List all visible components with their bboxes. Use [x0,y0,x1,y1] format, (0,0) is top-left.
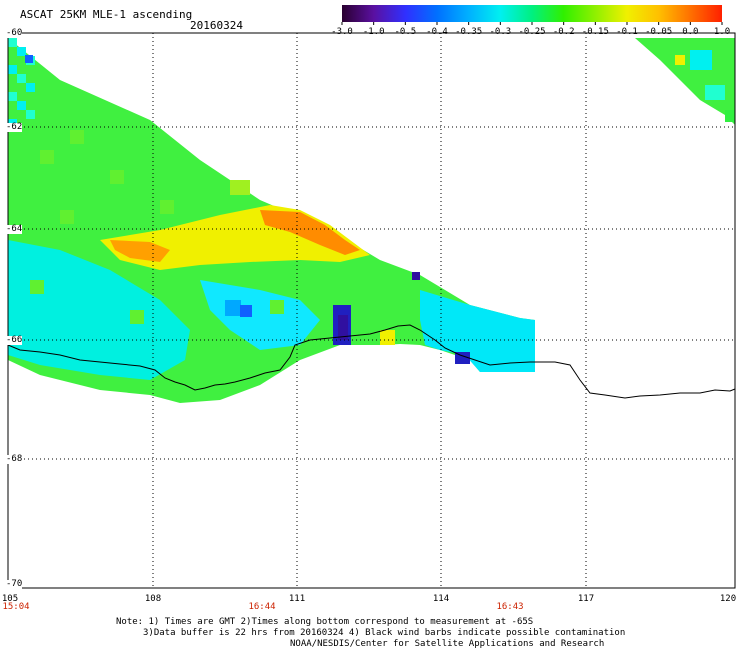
product-date: 20160324 [190,19,243,32]
lat-label-70: -70 [6,579,23,589]
lat-label-64: -64 [6,224,23,234]
swath-cell [30,280,44,294]
colorbar-label: -3.0 [331,27,353,37]
swath-cyan-mid [200,280,320,350]
swath-cell [110,170,124,184]
colorbar-label: -0.05 [645,27,673,37]
lon-label-108: 108 [144,594,162,604]
swath-cell [8,65,17,74]
map-frame [7,32,736,589]
lon-label-105: 105 [1,594,19,604]
time-label-1643: 16:43 [496,602,524,612]
swath-cell [17,74,26,83]
note-line-1: Note: 1) Times are GMT 2)Times along bot… [116,617,534,627]
swath-cell [380,330,395,345]
colorbar-label: 1.0 [713,27,731,37]
swath-cell [8,92,17,101]
colorbar-label: -1.0 [362,27,385,37]
data-swath [8,38,735,403]
swath-cyan-west [8,240,190,380]
note-line-2: 3)Data buffer is 22 hrs from 20160324 4)… [143,628,626,638]
time-label-1644: 16:44 [248,602,276,612]
product-title: ASCAT 25KM MLE-1 ascending [20,8,193,21]
swath-cell [225,300,241,316]
swath-cell [130,310,144,324]
lon-label-114: 114 [432,594,450,604]
swath-corner [635,38,735,125]
swath-cell [725,110,735,122]
colorbar-label: -0.25 [518,27,546,37]
time-label-1504: 15:04 [2,602,30,612]
swath-cell [40,150,54,164]
lat-label-68: -68 [6,454,23,464]
swath-cell [60,210,74,224]
swath-cell [17,101,26,110]
swath-orange-east [260,210,360,255]
colorbar-label: -0.4 [426,27,448,37]
swath-cell [338,315,348,340]
colorbar-label: -0.2 [552,27,575,37]
colorbar [341,5,723,25]
colorbar-label: 0.0 [682,27,699,37]
lat-label-66: -66 [6,335,23,345]
swath-cell [270,300,284,314]
lat-label-60: -60 [6,28,23,38]
swath-orange-west [110,240,170,262]
coastline [7,324,736,399]
colorbar-label: -0.35 [455,27,483,37]
swath-cell [160,200,174,214]
colorbar-label: -0.15 [581,27,609,37]
lon-label-111: 111 [288,594,306,604]
grid-lines [8,33,735,588]
swath-cell [25,55,33,63]
colorbar-band [342,5,722,22]
swath-cyan-region [420,290,535,372]
swath-cell [26,110,35,119]
colorbar-label: -0.3 [489,27,512,37]
swath-cell [705,85,725,100]
swath-cell [70,130,84,144]
lon-label-120: 120 [719,594,737,604]
colorbar-label: -0.5 [394,27,417,37]
swath-cell [690,50,712,70]
swath-cell [455,352,470,364]
lon-label-117: 117 [577,594,595,604]
swath-cell [26,83,35,92]
swath-cell [675,55,685,65]
lat-label-62: -62 [6,122,23,132]
swath-cell [240,305,252,317]
note-line-3: NOAA/NESDIS/Center for Satellite Applica… [290,639,605,649]
swath-cell [412,272,420,280]
colorbar-label: -0.1 [616,27,638,37]
swath-cell [8,38,17,47]
swath-cell [230,180,250,195]
swath-cell [17,47,26,56]
